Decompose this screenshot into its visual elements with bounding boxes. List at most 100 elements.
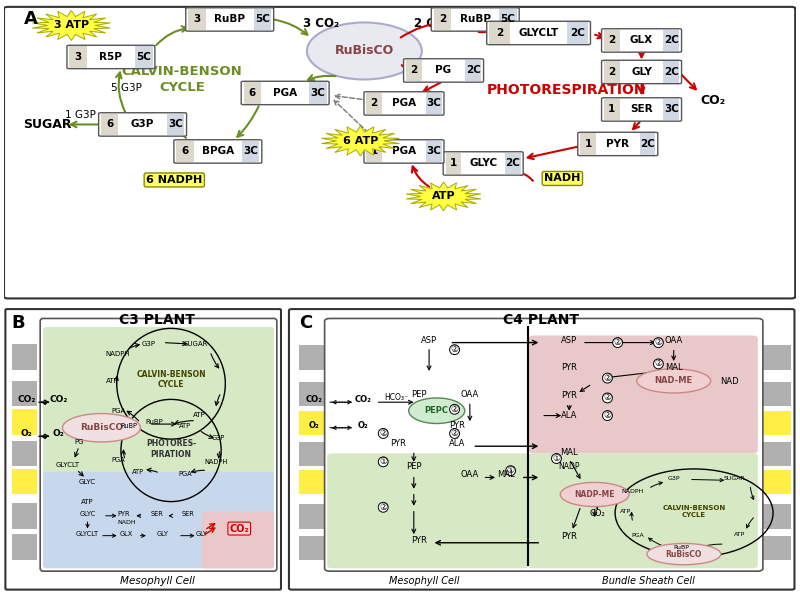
Text: 3: 3 bbox=[194, 14, 201, 24]
FancyBboxPatch shape bbox=[663, 99, 679, 120]
Text: PYR: PYR bbox=[411, 536, 427, 545]
Text: SUGAR: SUGAR bbox=[23, 118, 72, 131]
Text: BPGA: BPGA bbox=[202, 147, 234, 156]
FancyBboxPatch shape bbox=[663, 61, 679, 83]
Text: ATP: ATP bbox=[432, 191, 455, 201]
FancyBboxPatch shape bbox=[299, 504, 327, 529]
Text: RuBP: RuBP bbox=[214, 14, 246, 24]
Text: NADPH: NADPH bbox=[622, 489, 644, 494]
Text: 6: 6 bbox=[106, 119, 114, 129]
FancyBboxPatch shape bbox=[602, 29, 682, 52]
Text: ASP: ASP bbox=[421, 336, 437, 345]
Text: ②: ② bbox=[654, 359, 662, 368]
FancyBboxPatch shape bbox=[176, 141, 194, 162]
Text: C: C bbox=[299, 314, 312, 332]
Text: GLY: GLY bbox=[631, 67, 652, 77]
Text: 2: 2 bbox=[496, 28, 503, 38]
Text: PEP: PEP bbox=[406, 462, 422, 471]
Text: GLX: GLX bbox=[630, 36, 653, 46]
FancyBboxPatch shape bbox=[70, 46, 87, 68]
FancyBboxPatch shape bbox=[98, 113, 186, 136]
FancyBboxPatch shape bbox=[640, 133, 655, 155]
Ellipse shape bbox=[62, 413, 141, 442]
FancyBboxPatch shape bbox=[299, 470, 327, 494]
Text: CALVIN-BENSON
CYCLE: CALVIN-BENSON CYCLE bbox=[662, 505, 726, 518]
Text: 3C: 3C bbox=[664, 105, 678, 115]
Text: ATP: ATP bbox=[193, 412, 205, 418]
Text: RuBP: RuBP bbox=[460, 14, 490, 24]
Text: A: A bbox=[24, 11, 38, 29]
Text: GLYCLT: GLYCLT bbox=[76, 530, 99, 536]
FancyBboxPatch shape bbox=[406, 59, 422, 81]
Text: 3 CO₂: 3 CO₂ bbox=[302, 17, 339, 30]
Text: GLYC: GLYC bbox=[79, 511, 96, 517]
FancyBboxPatch shape bbox=[434, 9, 451, 30]
Text: PGA: PGA bbox=[111, 407, 126, 414]
FancyBboxPatch shape bbox=[310, 82, 326, 104]
Text: CO₂: CO₂ bbox=[354, 395, 371, 404]
FancyBboxPatch shape bbox=[580, 133, 596, 155]
Text: ASP: ASP bbox=[561, 336, 578, 345]
Text: CO₂: CO₂ bbox=[306, 395, 323, 404]
Text: HCO₃⁻: HCO₃⁻ bbox=[384, 393, 408, 402]
FancyBboxPatch shape bbox=[529, 336, 758, 453]
Text: ATP: ATP bbox=[131, 469, 144, 475]
Text: PYR: PYR bbox=[562, 362, 577, 372]
Text: PGA: PGA bbox=[273, 88, 298, 98]
FancyBboxPatch shape bbox=[12, 381, 38, 406]
Text: ②: ② bbox=[450, 429, 458, 438]
Text: PEPC: PEPC bbox=[425, 406, 449, 415]
Text: 2: 2 bbox=[438, 14, 446, 24]
Text: PYR: PYR bbox=[449, 421, 465, 430]
Text: MAL: MAL bbox=[561, 448, 578, 457]
Text: RuBP: RuBP bbox=[674, 545, 690, 549]
FancyBboxPatch shape bbox=[763, 346, 791, 369]
Text: GLX: GLX bbox=[120, 530, 133, 536]
Text: CO₂: CO₂ bbox=[17, 395, 35, 404]
FancyBboxPatch shape bbox=[101, 113, 118, 135]
FancyBboxPatch shape bbox=[763, 410, 791, 435]
FancyBboxPatch shape bbox=[505, 153, 521, 174]
Text: NAD-ME: NAD-ME bbox=[654, 377, 693, 386]
FancyBboxPatch shape bbox=[299, 442, 327, 466]
Text: 2: 2 bbox=[410, 65, 418, 75]
Text: PGA: PGA bbox=[178, 471, 192, 477]
FancyBboxPatch shape bbox=[40, 318, 277, 571]
Text: GLY: GLY bbox=[157, 530, 169, 536]
Text: CALVIN-BENSON
CYCLE: CALVIN-BENSON CYCLE bbox=[136, 370, 206, 389]
Text: 1: 1 bbox=[585, 139, 592, 149]
FancyBboxPatch shape bbox=[431, 8, 519, 31]
Text: SUGAR: SUGAR bbox=[724, 476, 746, 481]
FancyBboxPatch shape bbox=[366, 93, 382, 114]
FancyBboxPatch shape bbox=[242, 141, 259, 162]
Polygon shape bbox=[32, 11, 110, 40]
FancyBboxPatch shape bbox=[763, 383, 791, 406]
FancyBboxPatch shape bbox=[299, 346, 327, 369]
FancyBboxPatch shape bbox=[43, 327, 274, 475]
Text: O₂: O₂ bbox=[53, 429, 64, 438]
Text: CO₂: CO₂ bbox=[230, 523, 249, 533]
Text: CO₂: CO₂ bbox=[590, 509, 605, 518]
Text: Bundle Sheath Cell: Bundle Sheath Cell bbox=[602, 576, 694, 586]
Text: 3C: 3C bbox=[426, 147, 441, 156]
Text: NAD: NAD bbox=[721, 377, 739, 386]
Text: CALVIN-BENSON
CYCLE: CALVIN-BENSON CYCLE bbox=[122, 65, 242, 94]
Polygon shape bbox=[322, 126, 399, 156]
Text: GLYC: GLYC bbox=[469, 159, 498, 169]
Text: ①: ① bbox=[553, 454, 561, 463]
FancyBboxPatch shape bbox=[243, 82, 261, 104]
Text: PG: PG bbox=[435, 65, 452, 75]
Text: ②: ② bbox=[603, 411, 611, 420]
FancyBboxPatch shape bbox=[12, 344, 38, 369]
FancyBboxPatch shape bbox=[366, 141, 382, 162]
FancyBboxPatch shape bbox=[364, 140, 444, 163]
Text: PGA: PGA bbox=[111, 457, 125, 463]
Text: SER: SER bbox=[630, 105, 653, 115]
FancyBboxPatch shape bbox=[499, 9, 517, 30]
FancyBboxPatch shape bbox=[254, 9, 271, 30]
Ellipse shape bbox=[637, 369, 710, 393]
FancyBboxPatch shape bbox=[763, 442, 791, 466]
Text: 6: 6 bbox=[249, 88, 256, 98]
FancyBboxPatch shape bbox=[489, 22, 510, 44]
Text: PEP: PEP bbox=[411, 390, 426, 399]
